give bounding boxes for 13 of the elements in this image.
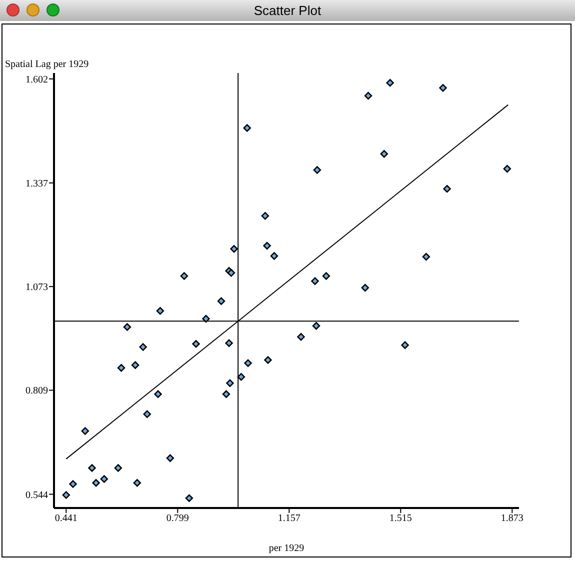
y-tick-label: 0.809 [26, 386, 48, 397]
x-axis-title: per 1929 [268, 543, 304, 554]
x-tick-label: 1.515 [389, 513, 412, 524]
x-tick-label: 0.799 [166, 513, 189, 524]
y-tick-label: 1.073 [26, 282, 48, 294]
y-axis-title: Spatial Lag per 1929 [5, 59, 89, 70]
x-tick-label: 0.441 [54, 513, 78, 524]
chart-title: Scatter Plot [254, 3, 322, 18]
y-tick-label: 0.544 [26, 490, 48, 501]
y-tick-label: 1.337 [26, 178, 48, 190]
x-tick-label: 1.873 [500, 513, 524, 524]
y-tick-label: 1.602 [26, 74, 48, 86]
x-tick-label: 1.157 [278, 513, 300, 524]
